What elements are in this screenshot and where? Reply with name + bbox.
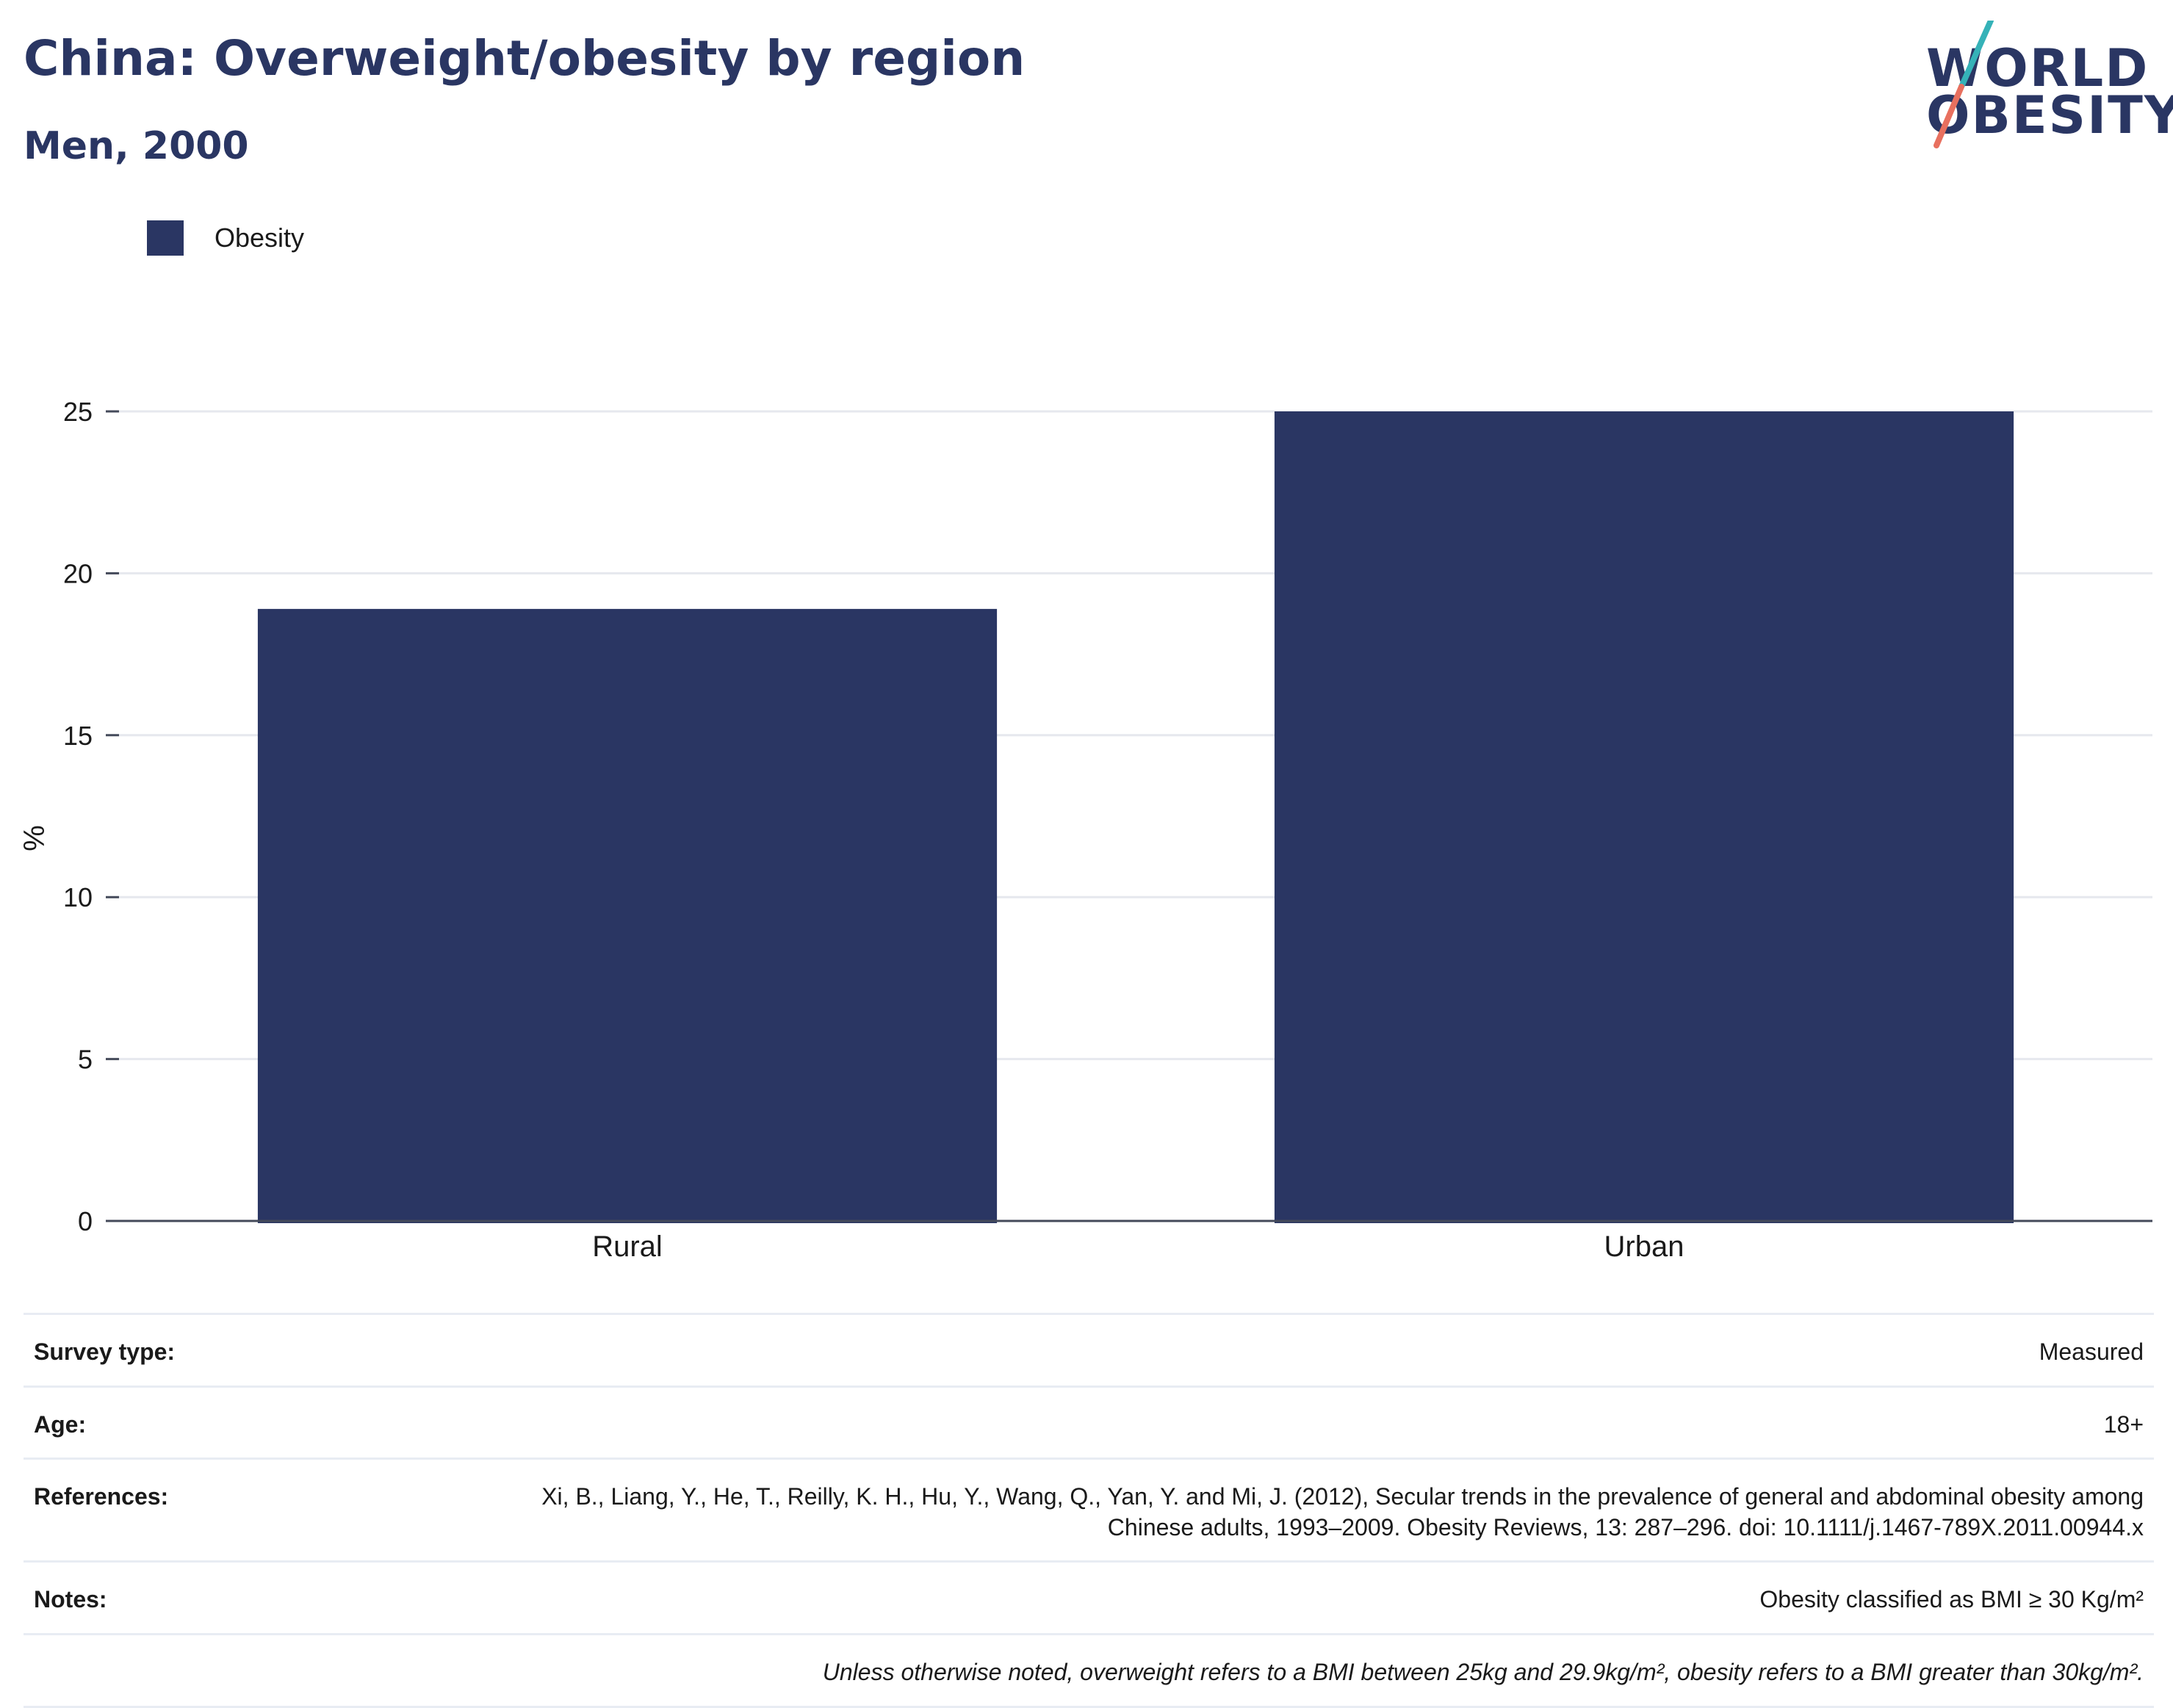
y-tick-label: 5: [78, 1045, 93, 1075]
meta-label-survey-type: Survey type:: [34, 1338, 176, 1365]
legend-swatch-obesity: [147, 220, 184, 256]
x-tick-label: Urban: [1604, 1230, 1684, 1263]
bar-urban: [1274, 411, 2014, 1223]
x-tick-label: Rural: [592, 1230, 663, 1263]
meta-row-survey-type: Survey type: Measured: [24, 1313, 2154, 1386]
logo-word-obesity: OBESITY: [1926, 85, 2173, 145]
meta-value-notes: Obesity classified as BMI ≥ 30 Kg/m²: [1759, 1586, 2144, 1613]
bar-rural: [257, 608, 998, 1223]
legend-label-obesity: Obesity: [215, 223, 305, 253]
x-axis-ticks: Rural Urban: [592, 1230, 1684, 1263]
y-axis-label: %: [18, 825, 51, 851]
meta-label-notes: Notes:: [34, 1586, 107, 1613]
y-tick-label: 25: [63, 397, 93, 427]
world-obesity-logo: WORLD OBESITY: [1917, 21, 2173, 160]
meta-value-age: 18+: [2103, 1410, 2144, 1438]
meta-value-references: Xi, B., Liang, Y., He, T., Reilly, K. H.…: [541, 1483, 2144, 1541]
meta-row-references: References: Xi, B., Liang, Y., He, T., R…: [24, 1457, 2154, 1560]
bar-chart: 0 5 10 15 20 25 Rural Urban %: [18, 397, 2152, 1263]
logo-slash-icon: [1934, 21, 1994, 148]
meta-label-references: References:: [34, 1483, 169, 1510]
meta-row-footnote: Unless otherwise noted, overweight refer…: [24, 1632, 2154, 1708]
meta-value-survey-type: Measured: [2039, 1338, 2144, 1365]
metadata-table: Survey type: Measured Age: 18+ Reference…: [24, 1313, 2154, 1708]
meta-row-notes: Notes: Obesity classified as BMI ≥ 30 Kg…: [24, 1560, 2154, 1633]
chart-title: China: Overweight/obesity by region: [24, 30, 1026, 87]
chart-legend: Obesity: [147, 219, 304, 257]
chart-subtitle: Men, 2000: [24, 124, 249, 168]
meta-row-age: Age: 18+: [24, 1385, 2154, 1458]
meta-footnote: Unless otherwise noted, overweight refer…: [822, 1658, 2144, 1685]
y-tick-label: 0: [78, 1206, 93, 1236]
y-tick-label: 15: [63, 721, 93, 751]
y-tick-label: 20: [63, 558, 93, 588]
y-axis-ticks: 0 5 10 15 20 25: [63, 397, 119, 1236]
chart-bars: [257, 411, 2014, 1223]
y-tick-label: 10: [63, 882, 93, 912]
meta-label-age: Age:: [34, 1410, 87, 1438]
